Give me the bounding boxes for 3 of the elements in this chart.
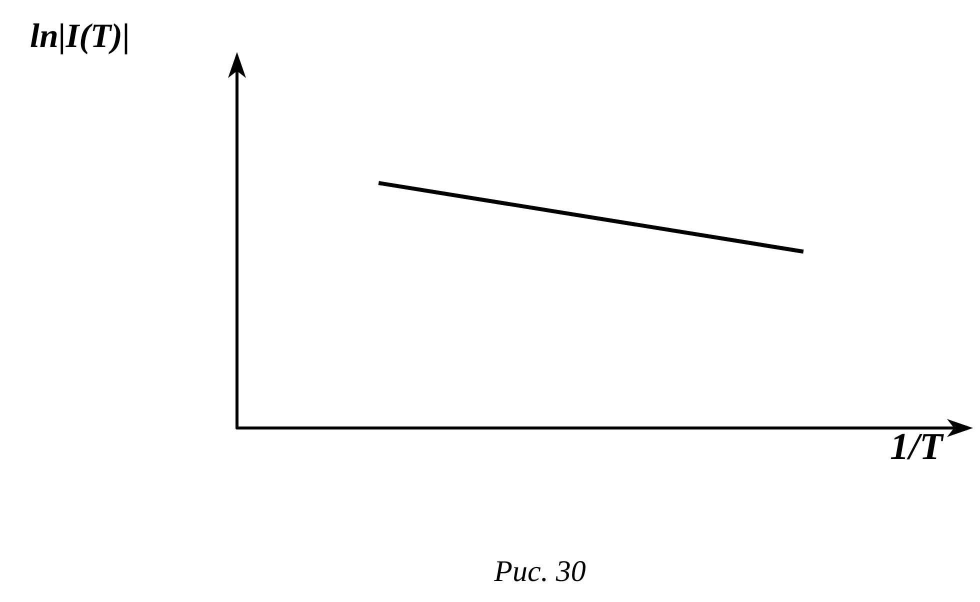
x-axis-title: 1/T bbox=[890, 425, 943, 469]
text: Рис. 30 bbox=[493, 555, 587, 589]
y-axis-title: ln|I(T)| bbox=[30, 18, 130, 56]
